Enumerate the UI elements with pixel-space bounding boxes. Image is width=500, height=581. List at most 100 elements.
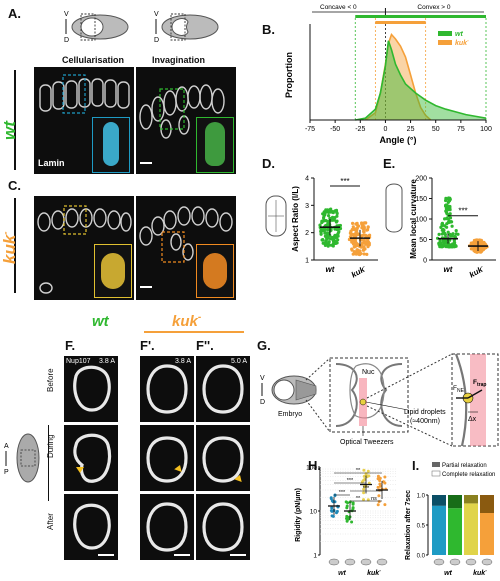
kuk-range-bar: [375, 21, 426, 24]
point-wt: [325, 237, 329, 241]
point-kuk: [365, 234, 369, 238]
nucleus-micrograph: 5.0 A: [196, 356, 250, 422]
point-kuk: [350, 232, 354, 237]
point-kuk: [362, 241, 366, 245]
point-kuk-2: [383, 475, 387, 479]
y-tick-label: 1: [305, 258, 309, 265]
y-axis-label: Mean local curvature: [409, 179, 418, 259]
point-wt: [449, 220, 453, 224]
point-wt: [329, 210, 333, 214]
sig-label: ***: [347, 478, 354, 484]
nuc-label: Nuc: [362, 369, 375, 376]
wt-range-bar: [355, 15, 486, 18]
y-tick-label: 100: [306, 465, 317, 472]
x-label-wt: wt: [444, 265, 453, 274]
bar-partial-wt-2: [448, 495, 462, 509]
point-kuk: [366, 242, 370, 246]
point-wt: [325, 227, 329, 232]
x-tick-label: 50: [432, 126, 440, 133]
x-label-wt: wt: [326, 265, 335, 274]
point-kuk: [361, 224, 365, 228]
legend-label-partial: Partial relaxation: [442, 463, 487, 469]
point-wt: [333, 216, 337, 220]
inset-wt-invagination: [196, 117, 234, 173]
y-tick-label: 200: [415, 176, 427, 183]
bar-partial-kuk-1: [464, 495, 478, 504]
nucleus-inset-cyan: [103, 122, 119, 166]
point-wt: [442, 243, 446, 247]
panel-f-prime-label: F'.: [140, 338, 155, 353]
f-title-wt: wt: [92, 313, 109, 330]
trap-amplitude-label: 3.8 A: [175, 358, 191, 365]
embryo-icon-cellularisation: V D: [64, 11, 129, 44]
y-tick-label: 0: [423, 258, 427, 265]
point-wt: [444, 207, 448, 211]
point-wt: [445, 216, 449, 220]
y-tick-label: 2: [305, 230, 309, 237]
point-kuk: [362, 226, 366, 230]
point-wt: [335, 233, 340, 237]
point-wt-2: [350, 520, 354, 524]
point-wt: [338, 223, 342, 228]
f-trap-label: Ftrap: [473, 379, 486, 388]
point-wt-2: [351, 506, 355, 510]
point-kuk: [355, 226, 359, 230]
x-label-kuk: kuk-: [350, 264, 368, 280]
axis-d-label: D: [260, 399, 265, 406]
embryo-mini-icon: [465, 558, 477, 566]
point-wt-1: [330, 506, 334, 510]
point-wt-1: [329, 496, 333, 500]
point-kuk: [479, 250, 483, 254]
y-tick-label: 1: [313, 553, 317, 560]
point-kuk: [351, 225, 355, 229]
nucleus-micrograph: 3.8 A: [140, 356, 194, 422]
point-wt: [323, 243, 327, 247]
legend-swatch-wt: [438, 31, 452, 36]
point-kuk: [364, 221, 368, 225]
x-tick-label: 75: [457, 126, 465, 133]
point-wt-1: [333, 494, 337, 498]
embryo-mini-icon: [360, 558, 372, 566]
kuk-row-label: kuk-: [0, 231, 19, 264]
point-kuk-2: [378, 482, 382, 486]
point-kuk: [362, 245, 366, 249]
nuclear-envelope: [73, 433, 112, 483]
nucleus-micrograph: [140, 425, 194, 491]
point-wt: [331, 242, 335, 246]
point-kuk: [351, 221, 355, 225]
point-kuk-1: [367, 481, 371, 485]
sig-label: ***: [458, 207, 467, 216]
lipid-droplets-label: Lipid droplets: [404, 409, 446, 416]
arrowhead-marker: [234, 475, 242, 483]
axis-v-label: V: [260, 375, 265, 382]
nuclear-envelope: [202, 436, 244, 483]
point-kuk: [365, 252, 369, 256]
f-ne-label: FNE: [453, 385, 465, 394]
x-group-wt: wt: [338, 570, 346, 577]
chart-i-relaxation: Relaxation after 7sec 0.0 0.5 1.0 Partial re…: [405, 462, 495, 577]
point-kuk-1: [362, 491, 366, 495]
x-group-wt: wt: [444, 570, 452, 577]
point-wt: [326, 231, 330, 235]
point-wt: [445, 222, 449, 226]
bar-partial-kuk-2: [480, 495, 494, 513]
y-axis-label: Rigidity (pN/µm): [295, 488, 302, 542]
series-area-kuk: [365, 34, 431, 120]
nuclear-envelope: [202, 364, 244, 414]
point-kuk: [354, 242, 359, 246]
panel-f-dprime-label: F''.: [196, 338, 214, 353]
point-kuk: [355, 221, 359, 225]
point-wt: [438, 239, 442, 243]
during-bracket: [48, 425, 49, 501]
x-tick-label: 0: [383, 126, 387, 133]
point-wt: [441, 239, 445, 244]
x-axis-label: Angle (°): [379, 135, 416, 145]
svg-text:P: P: [4, 469, 9, 476]
arrowhead-marker: [174, 465, 182, 473]
sig-label: **: [356, 468, 361, 474]
inset-wt-cellularisation: [92, 117, 130, 173]
point-kuk: [350, 248, 354, 252]
point-kuk: [350, 240, 354, 244]
point-wt: [445, 212, 449, 216]
point-kuk: [473, 249, 477, 253]
